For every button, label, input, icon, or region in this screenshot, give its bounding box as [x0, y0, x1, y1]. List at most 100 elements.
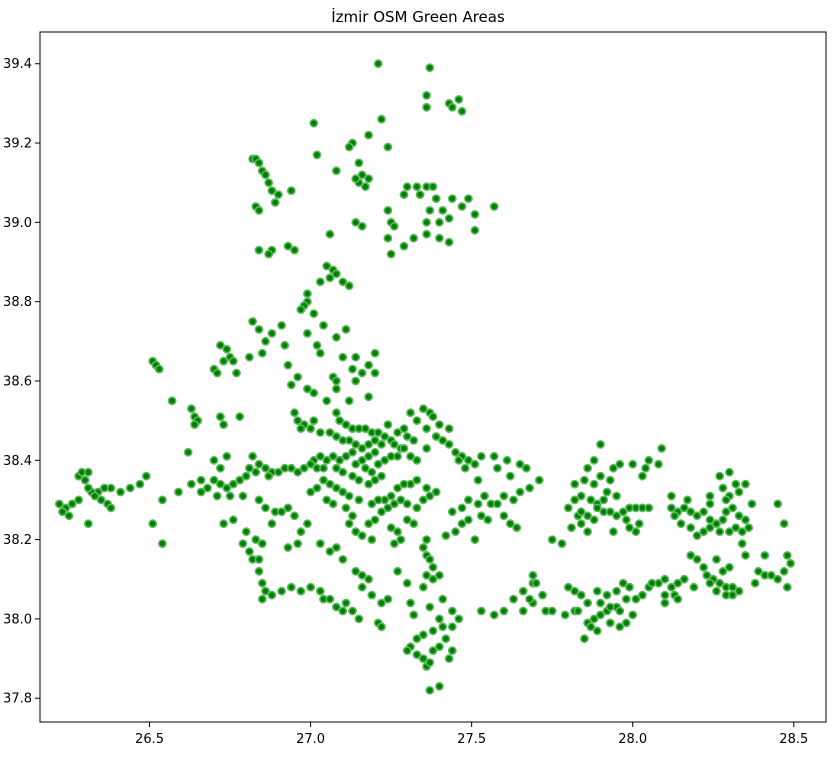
scatter-point [750, 578, 760, 588]
scatter-point [399, 443, 409, 453]
scatter-point [331, 463, 341, 473]
scatter-point [302, 384, 312, 394]
scatter-point [715, 471, 725, 481]
scatter-point [547, 606, 557, 616]
scatter-point [576, 491, 586, 501]
scatter-point [222, 344, 232, 354]
scatter-point [454, 455, 464, 465]
scatter-point [386, 491, 396, 501]
scatter-point [660, 598, 670, 608]
scatter-point [476, 511, 486, 521]
scatter-point [248, 451, 257, 461]
scatter-point [357, 531, 367, 540]
scatter-point [341, 598, 351, 608]
scatter-point [325, 229, 335, 239]
scatter-point [380, 432, 390, 441]
scatter-point [409, 610, 419, 620]
scatter-point [731, 479, 741, 489]
scatter-point [463, 455, 473, 465]
scatter-point [460, 463, 470, 473]
scatter-point [615, 606, 625, 616]
scatter-point [296, 305, 306, 314]
scatter-point [257, 578, 267, 588]
scatter-point [737, 527, 747, 537]
scatter-point [434, 217, 444, 227]
x-tick-label: 27.5 [457, 732, 486, 747]
scatter-point [83, 467, 93, 477]
scatter-point [344, 491, 354, 501]
scatter-point [360, 182, 370, 192]
scatter-point [760, 551, 770, 560]
scatter-point [325, 273, 335, 283]
scatter-point [406, 451, 415, 461]
scatter-point [116, 487, 125, 497]
y-tick-label: 37.8 [3, 692, 32, 707]
scatter-point [331, 408, 341, 418]
scatter-point [232, 368, 241, 378]
scatter-point [331, 543, 341, 552]
scatter-point [341, 451, 351, 461]
scatter-point [335, 455, 344, 465]
scatter-point [96, 495, 106, 505]
scatter-point [409, 519, 419, 529]
scatter-point [647, 578, 657, 588]
scatter-point [328, 499, 338, 509]
scatter-point [338, 606, 348, 616]
scatter-point [331, 483, 341, 493]
scatter-point [222, 451, 232, 461]
scatter-point [315, 348, 325, 358]
scatter-point [415, 190, 425, 199]
scatter-point [364, 392, 373, 402]
scatter-point [580, 475, 589, 485]
scatter-point [244, 547, 254, 556]
scatter-point [451, 447, 460, 457]
scatter-point [196, 487, 206, 497]
scatter-point [286, 463, 296, 473]
scatter-point [312, 340, 322, 350]
scatter-point [441, 531, 451, 540]
scatter-point [489, 610, 499, 620]
scatter-point [244, 463, 254, 473]
scatter-point [367, 535, 377, 544]
scatter-point [618, 507, 628, 517]
scatter-point [283, 503, 293, 513]
scatter-point [779, 566, 789, 576]
scatter-point [196, 475, 206, 485]
y-tick-label: 38.4 [3, 454, 32, 469]
scatter-point [360, 424, 370, 433]
scatter-point [306, 424, 315, 433]
scatter-point [712, 555, 721, 564]
scatter-point [599, 495, 609, 505]
scatter-point [615, 459, 625, 469]
scatter-point [567, 523, 576, 533]
scatter-point [383, 594, 393, 604]
scatter-point [418, 543, 428, 552]
scatter-point [434, 614, 444, 624]
scatter-point [441, 634, 451, 644]
scatter-point [228, 515, 238, 525]
scatter-point [705, 578, 715, 588]
scatter-point [444, 213, 454, 223]
scatter-point [505, 519, 515, 529]
scatter-point [699, 562, 708, 572]
scatter-point [715, 527, 725, 537]
scatter-point [325, 479, 335, 489]
scatter-point [402, 646, 412, 655]
scatter-point [660, 590, 670, 600]
scatter-point [100, 483, 109, 493]
scatter-point [447, 507, 457, 517]
scatter-point [418, 630, 428, 640]
scatter-point [290, 511, 299, 521]
scatter-point [425, 685, 435, 695]
scatter-point [402, 182, 412, 192]
scatter-point [402, 432, 412, 441]
scatter-point [786, 559, 795, 568]
scatter-point [563, 503, 573, 513]
scatter-point [315, 428, 325, 437]
scatter-point [383, 233, 393, 243]
scatter-point [357, 368, 367, 378]
scatter-point [167, 396, 177, 406]
scatter-point [351, 376, 361, 386]
scatter-point [418, 495, 428, 505]
scatter-point [428, 626, 438, 636]
